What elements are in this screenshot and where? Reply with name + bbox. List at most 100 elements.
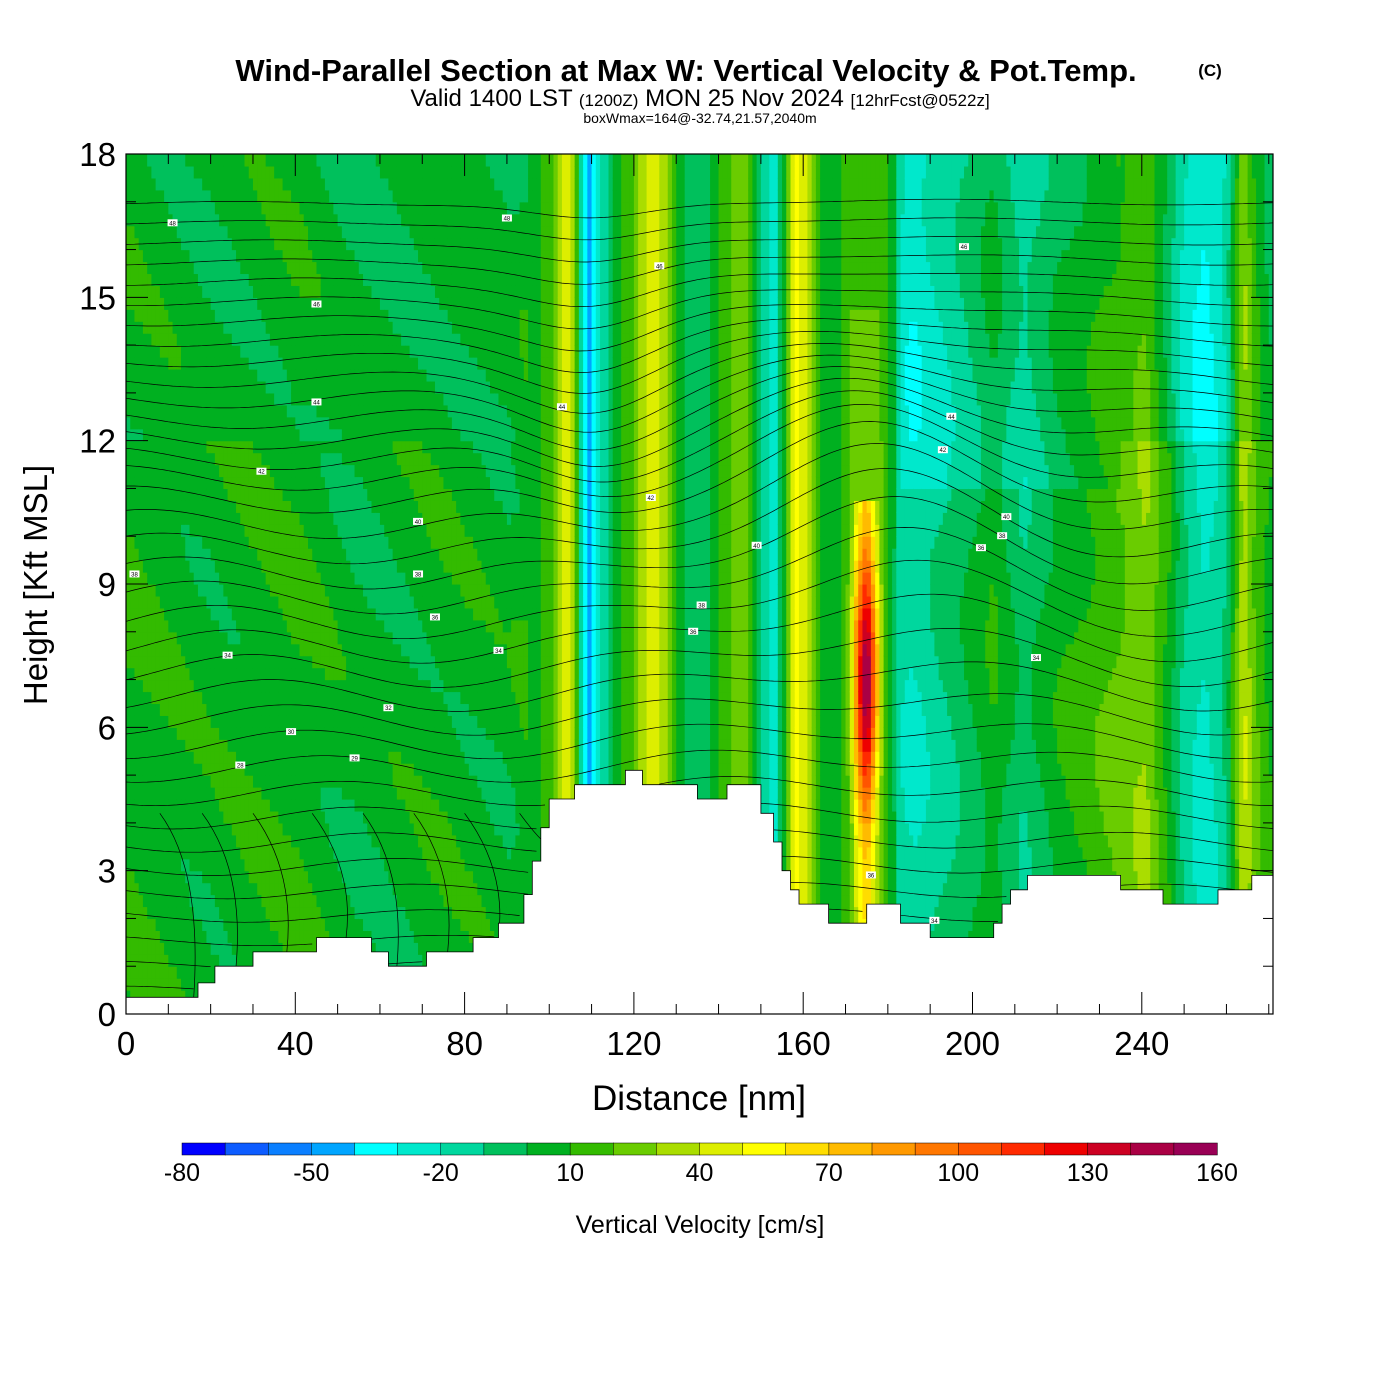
w-cell <box>245 285 250 298</box>
w-cell <box>338 632 343 645</box>
w-cell <box>228 190 233 203</box>
w-cell <box>189 548 194 561</box>
w-cell <box>283 763 288 776</box>
w-cell <box>236 692 241 705</box>
w-cell <box>134 154 139 167</box>
w-cell <box>173 703 178 716</box>
w-cell <box>240 500 245 513</box>
w-cell <box>414 250 419 263</box>
w-cell <box>139 644 144 657</box>
w-cell <box>376 895 381 908</box>
w-cell <box>380 680 385 693</box>
w-cell <box>321 703 326 716</box>
w-cell <box>380 285 385 298</box>
w-cell <box>236 871 241 884</box>
w-cell <box>410 751 415 764</box>
w-cell <box>342 214 347 227</box>
w-cell <box>257 680 262 693</box>
w-cell <box>308 321 313 334</box>
w-cell <box>312 417 317 430</box>
w-cell <box>151 596 156 609</box>
w-cell <box>223 811 228 824</box>
w-cell <box>240 835 245 848</box>
w-cell <box>414 273 419 286</box>
w-cell <box>147 166 152 179</box>
w-cell <box>338 596 343 609</box>
w-cell <box>405 369 410 382</box>
w-cell <box>147 190 152 203</box>
w-cell <box>287 536 292 549</box>
w-cell <box>202 668 207 681</box>
w-cell <box>223 835 228 848</box>
w-cell <box>261 214 266 227</box>
w-cell <box>211 333 216 346</box>
w-cell <box>206 584 211 597</box>
w-cell <box>240 823 245 836</box>
w-cell <box>388 572 393 585</box>
w-cell <box>249 751 254 764</box>
w-cell <box>410 620 415 633</box>
w-cell <box>130 369 135 382</box>
w-cell <box>143 250 148 263</box>
w-cell <box>177 811 182 824</box>
w-cell <box>283 596 288 609</box>
w-cell <box>177 572 182 585</box>
w-cell <box>134 656 139 669</box>
w-cell <box>405 680 410 693</box>
w-cell <box>355 572 360 585</box>
w-cell <box>206 405 211 418</box>
w-cell <box>410 859 415 872</box>
w-cell <box>270 859 275 872</box>
w-cell <box>147 393 152 406</box>
w-cell <box>130 620 135 633</box>
w-cell <box>130 190 135 203</box>
w-cell <box>202 907 207 920</box>
w-cell <box>380 644 385 657</box>
w-cell <box>266 775 271 788</box>
w-cell <box>363 620 368 633</box>
w-cell <box>376 488 381 501</box>
w-cell <box>168 477 173 490</box>
w-cell <box>194 763 199 776</box>
w-cell <box>316 596 321 609</box>
w-cell <box>202 369 207 382</box>
w-cell <box>410 644 415 657</box>
w-cell <box>164 441 169 454</box>
w-cell <box>198 954 203 967</box>
w-cell <box>287 500 292 513</box>
w-cell <box>257 620 262 633</box>
w-cell <box>338 548 343 561</box>
w-cell <box>143 500 148 513</box>
w-cell <box>177 178 182 191</box>
w-cell <box>181 680 186 693</box>
w-cell <box>380 930 385 943</box>
w-cell <box>147 262 152 275</box>
w-cell <box>228 393 233 406</box>
w-cell <box>333 357 338 370</box>
w-cell <box>393 536 398 549</box>
w-cell <box>355 548 360 561</box>
w-cell <box>232 178 237 191</box>
w-cell <box>156 333 161 346</box>
w-cell <box>202 333 207 346</box>
w-cell <box>194 811 199 824</box>
w-cell <box>245 465 250 478</box>
w-cell <box>249 727 254 740</box>
w-cell <box>177 918 182 931</box>
w-cell <box>397 680 402 693</box>
w-cell <box>253 572 258 585</box>
w-cell <box>405 381 410 394</box>
w-cell <box>185 608 190 621</box>
w-cell <box>228 417 233 430</box>
w-cell <box>308 727 313 740</box>
w-cell <box>283 656 288 669</box>
w-cell <box>304 715 309 728</box>
w-cell <box>202 787 207 800</box>
w-cell <box>376 178 381 191</box>
w-cell <box>143 907 148 920</box>
w-cell <box>219 405 224 418</box>
w-cell <box>211 883 216 896</box>
w-cell <box>304 799 309 812</box>
w-cell <box>257 250 262 263</box>
w-cell <box>321 656 326 669</box>
